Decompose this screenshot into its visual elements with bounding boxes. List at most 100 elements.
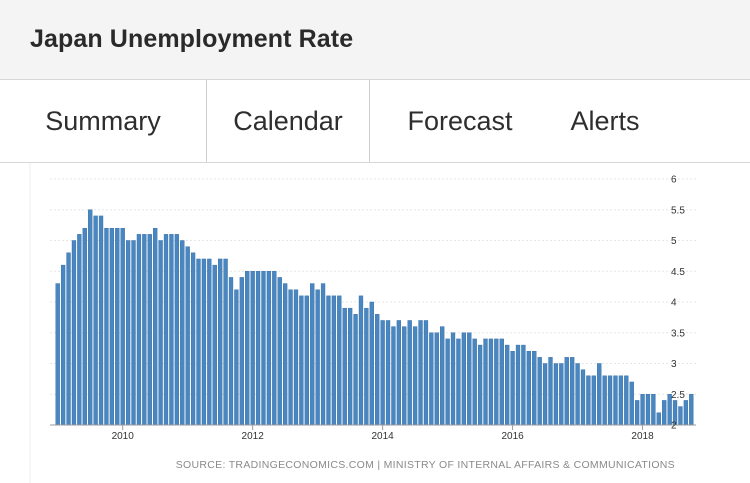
bar[interactable] <box>683 400 689 426</box>
bar[interactable] <box>510 350 515 426</box>
bar[interactable] <box>255 271 261 426</box>
bar[interactable] <box>613 375 618 426</box>
bar[interactable] <box>136 234 142 426</box>
bar[interactable] <box>169 234 174 426</box>
bar[interactable] <box>218 258 223 426</box>
bar[interactable] <box>88 209 93 426</box>
bar[interactable] <box>450 332 456 426</box>
tab-alerts[interactable]: Alerts <box>570 105 640 136</box>
bar[interactable] <box>494 338 499 426</box>
bar[interactable] <box>689 394 694 426</box>
bar[interactable] <box>364 307 369 426</box>
bar[interactable] <box>483 338 488 426</box>
bar[interactable] <box>358 295 364 426</box>
bar[interactable] <box>185 246 190 426</box>
bar[interactable] <box>651 394 656 426</box>
bar[interactable] <box>602 375 607 426</box>
bar[interactable] <box>353 314 358 426</box>
bar[interactable] <box>153 227 158 426</box>
bar[interactable] <box>326 295 331 426</box>
bar[interactable] <box>180 240 185 426</box>
bar[interactable] <box>337 295 342 426</box>
bar[interactable] <box>82 227 87 426</box>
bar[interactable] <box>586 375 591 426</box>
bar[interactable] <box>472 338 477 426</box>
bar[interactable] <box>461 332 466 426</box>
bar[interactable] <box>212 264 217 426</box>
bar[interactable] <box>163 234 169 426</box>
bar[interactable] <box>331 295 337 426</box>
bar[interactable] <box>597 363 602 426</box>
bar[interactable] <box>369 301 374 426</box>
bar[interactable] <box>60 264 66 426</box>
bar[interactable] <box>553 363 559 426</box>
bar[interactable] <box>537 357 542 426</box>
bar[interactable] <box>71 240 77 426</box>
bar[interactable] <box>548 357 553 426</box>
bar[interactable] <box>131 240 136 426</box>
bar[interactable] <box>147 234 152 426</box>
bar[interactable] <box>385 320 391 426</box>
bar[interactable] <box>104 227 109 426</box>
bar[interactable] <box>250 271 255 426</box>
bar[interactable] <box>272 271 277 426</box>
bar[interactable] <box>407 320 412 426</box>
bar[interactable] <box>418 320 423 426</box>
bar[interactable] <box>266 271 272 426</box>
tab-forecast[interactable]: Forecast <box>407 105 513 136</box>
bar[interactable] <box>467 332 472 426</box>
bar[interactable] <box>299 295 304 426</box>
bar[interactable] <box>277 277 282 426</box>
bar[interactable] <box>261 271 266 426</box>
bar[interactable] <box>515 344 521 426</box>
bar[interactable] <box>239 277 244 426</box>
bar[interactable] <box>196 258 201 426</box>
bar[interactable] <box>499 338 504 426</box>
bar[interactable] <box>445 338 450 426</box>
bar[interactable] <box>477 344 483 426</box>
bar[interactable] <box>580 369 586 426</box>
tab-summary[interactable]: Summary <box>0 80 207 162</box>
bar[interactable] <box>201 258 207 426</box>
bar[interactable] <box>505 344 510 426</box>
bar[interactable] <box>115 227 120 426</box>
bar[interactable] <box>607 375 613 426</box>
bar[interactable] <box>564 357 569 426</box>
bar[interactable] <box>190 252 196 426</box>
bar[interactable] <box>174 234 179 426</box>
bar[interactable] <box>77 234 82 426</box>
bar[interactable] <box>158 240 163 426</box>
bar[interactable] <box>234 289 239 426</box>
bar[interactable] <box>412 326 418 426</box>
bar[interactable] <box>618 375 624 426</box>
bar[interactable] <box>109 227 115 426</box>
bar[interactable] <box>591 375 596 426</box>
bar[interactable] <box>293 289 299 426</box>
bar[interactable] <box>55 283 60 426</box>
bar[interactable] <box>678 406 683 426</box>
bar[interactable] <box>380 320 385 426</box>
bar[interactable] <box>456 338 461 426</box>
bar[interactable] <box>310 283 315 426</box>
bar[interactable] <box>429 332 434 426</box>
bar[interactable] <box>559 363 564 426</box>
bar[interactable] <box>283 283 288 426</box>
bar[interactable] <box>396 320 402 426</box>
bar[interactable] <box>223 258 228 426</box>
bar[interactable] <box>342 307 347 426</box>
bar[interactable] <box>532 350 537 426</box>
bar[interactable] <box>526 350 531 426</box>
bar[interactable] <box>120 227 125 426</box>
bar[interactable] <box>98 215 104 426</box>
bar[interactable] <box>488 338 494 426</box>
bar[interactable] <box>542 363 548 426</box>
bar[interactable] <box>575 363 580 426</box>
bar[interactable] <box>93 215 98 426</box>
bar[interactable] <box>624 375 629 426</box>
bar[interactable] <box>228 277 234 426</box>
bar[interactable] <box>662 400 667 426</box>
bar[interactable] <box>347 307 353 426</box>
bar[interactable] <box>521 344 526 426</box>
bar[interactable] <box>570 357 575 426</box>
bar[interactable] <box>434 332 439 426</box>
